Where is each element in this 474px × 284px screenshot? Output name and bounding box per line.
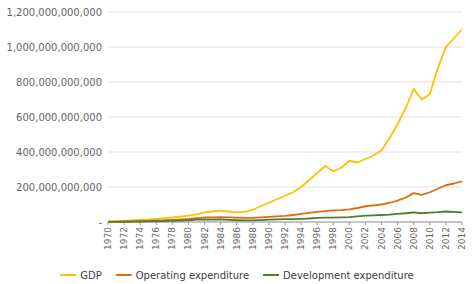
x-tick-label: 2006 (393, 227, 403, 250)
grid-line (108, 117, 462, 118)
grid-line (108, 187, 462, 188)
x-tick (236, 222, 237, 225)
x-tick-label: 2000 (344, 227, 354, 250)
legend-label: Development expenditure (283, 270, 414, 281)
x-tick-label: 2004 (377, 227, 387, 250)
x-tick-label: 2008 (409, 227, 419, 250)
x-tick (333, 222, 334, 225)
x-tick-label: 1982 (200, 227, 210, 250)
y-tick-label: 1,000,000,000,000 (7, 42, 102, 53)
x-tick-label: 1998 (328, 227, 338, 250)
x-tick (381, 222, 382, 225)
x-tick-label: 1972 (119, 227, 129, 250)
x-tick-label: 1992 (280, 227, 290, 250)
x-tick (397, 222, 398, 225)
legend-swatch (263, 274, 279, 276)
grid-line (108, 152, 462, 153)
legend-label: GDP (80, 270, 101, 281)
legend-item: Development expenditure (263, 270, 414, 281)
x-tick (445, 222, 446, 225)
grid-line (108, 47, 462, 48)
legend-item: GDP (60, 270, 101, 281)
x-tick (204, 222, 205, 225)
x-tick (301, 222, 302, 225)
grid-line (108, 12, 462, 13)
x-tick-label: 1994 (296, 227, 306, 250)
chart: - 200,000,000,000 400,000,000,000 600,000,0… (0, 0, 474, 284)
x-tick-label: 2014 (457, 227, 467, 250)
x-tick (140, 222, 141, 225)
x-tick-label: 1990 (264, 227, 274, 250)
x-tick (462, 222, 463, 225)
series-line (108, 181, 462, 221)
x-tick-label: 2012 (441, 227, 451, 250)
x-tick-label: 1974 (135, 227, 145, 250)
x-tick-label: 2002 (360, 227, 370, 250)
y-tick-label: 600,000,000,000 (16, 112, 102, 123)
x-tick (285, 222, 286, 225)
y-tick-label: 800,000,000,000 (16, 77, 102, 88)
x-tick-label: 1988 (248, 227, 258, 250)
y-tick-label: 400,000,000,000 (16, 147, 102, 158)
series-line (108, 212, 462, 222)
legend-label: Operating expenditure (136, 270, 249, 281)
x-tick-label: 1984 (216, 227, 226, 250)
x-tick (365, 222, 366, 225)
y-tick-label: 1,200,000,000,000 (7, 7, 102, 18)
x-tick (317, 222, 318, 225)
x-tick (156, 222, 157, 225)
x-tick (268, 222, 269, 225)
x-tick (429, 222, 430, 225)
x-tick-label: 1996 (312, 227, 322, 250)
x-tick (188, 222, 189, 225)
x-tick-label: 1980 (183, 227, 193, 250)
x-tick (220, 222, 221, 225)
x-tick-label: 1970 (103, 227, 113, 250)
y-tick-label: - (98, 217, 102, 228)
legend-item: Operating expenditure (116, 270, 249, 281)
x-tick (172, 222, 173, 225)
x-tick-label: 1978 (167, 227, 177, 250)
legend: GDP Operating expenditure Development expe… (60, 270, 414, 281)
y-tick-label: 200,000,000,000 (16, 182, 102, 193)
x-tick-label: 1976 (151, 227, 161, 250)
x-tick (252, 222, 253, 225)
x-tick (349, 222, 350, 225)
x-tick (413, 222, 414, 225)
legend-swatch (116, 274, 132, 276)
x-tick-label: 2010 (425, 227, 435, 250)
series-line (108, 30, 462, 222)
plot-area (108, 30, 462, 222)
grid-line (108, 82, 462, 83)
legend-swatch (60, 274, 76, 276)
x-tick-label: 1986 (232, 227, 242, 250)
